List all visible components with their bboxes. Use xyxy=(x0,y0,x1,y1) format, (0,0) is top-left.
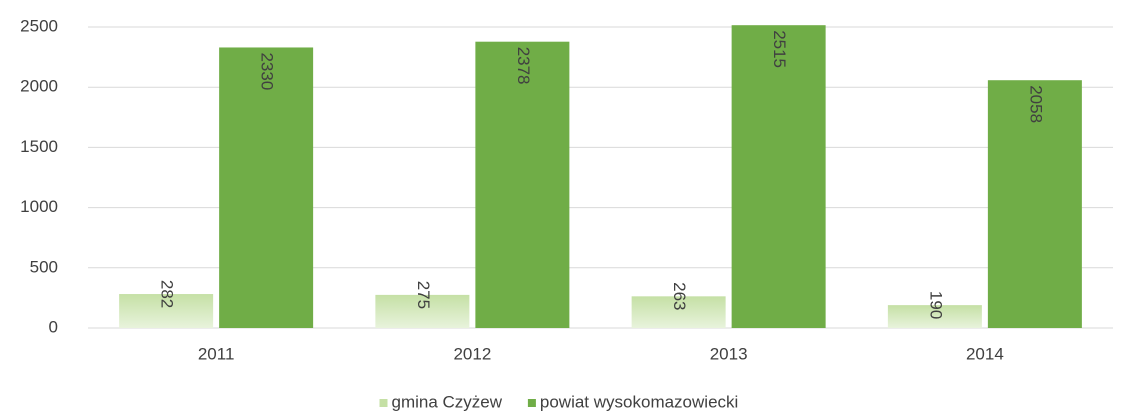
x-tick-label: 2011 xyxy=(198,344,235,363)
legend-swatch xyxy=(379,399,388,407)
bar xyxy=(119,294,214,328)
bar xyxy=(475,41,570,328)
bar xyxy=(375,294,470,328)
bar xyxy=(987,80,1082,328)
bar xyxy=(219,47,314,329)
data-label: 263 xyxy=(670,282,689,310)
y-tick-label: 1500 xyxy=(20,137,58,156)
y-tick-label: 2000 xyxy=(20,77,58,96)
data-label: 2378 xyxy=(514,47,533,85)
y-tick-label: 1000 xyxy=(20,197,58,216)
data-label: 2515 xyxy=(770,30,789,68)
x-tick-label: 2012 xyxy=(453,344,491,363)
bar xyxy=(631,296,726,328)
y-tick-label: 2500 xyxy=(20,16,58,35)
data-label: 190 xyxy=(926,291,945,319)
data-label: 282 xyxy=(158,280,177,308)
data-label: 2330 xyxy=(258,52,277,90)
data-label: 275 xyxy=(414,281,433,309)
x-tick-label: 2014 xyxy=(966,344,1004,363)
legend-label: gmina Czyżew xyxy=(392,392,503,411)
y-tick-label: 500 xyxy=(30,257,58,276)
legend-label: powiat wysokomazowiecki xyxy=(540,392,738,411)
data-label: 2058 xyxy=(1026,85,1045,123)
x-tick-label: 2013 xyxy=(710,344,748,363)
bar xyxy=(887,305,982,328)
bar xyxy=(731,25,826,328)
legend-swatch xyxy=(527,399,536,407)
y-tick-label: 0 xyxy=(49,317,58,336)
